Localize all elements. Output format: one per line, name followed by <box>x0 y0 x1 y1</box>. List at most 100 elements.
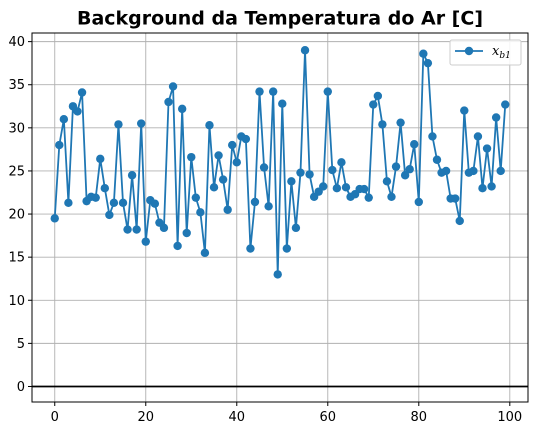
data-point <box>400 171 410 180</box>
data-point <box>369 100 378 109</box>
data-point <box>332 183 342 193</box>
data-point <box>55 140 64 150</box>
legend-label: xb1 <box>492 44 511 61</box>
data-point <box>141 237 150 246</box>
data-point <box>282 244 292 253</box>
data-point <box>450 194 460 203</box>
data-point <box>378 120 387 129</box>
data-point <box>173 241 182 251</box>
legend-label-main: x <box>492 44 500 59</box>
data-point <box>200 248 210 258</box>
data-point <box>496 166 505 176</box>
y-tick-label: 15 <box>8 251 25 266</box>
data-point <box>250 197 260 207</box>
y-tick-label: 5 <box>17 337 25 352</box>
data-point <box>259 163 269 172</box>
data-point <box>478 183 487 193</box>
data-point <box>419 49 428 58</box>
data-point <box>359 184 369 194</box>
data-point <box>305 170 314 179</box>
y-tick-label: 0 <box>17 380 25 395</box>
data-point <box>177 104 187 114</box>
data-point <box>410 140 419 149</box>
data-point <box>291 223 301 233</box>
data-point <box>455 216 464 226</box>
y-tick-label: 20 <box>8 208 25 223</box>
x-tick-label: 80 <box>411 410 428 425</box>
data-point <box>64 198 73 208</box>
data-point <box>91 193 100 202</box>
data-point <box>373 91 383 101</box>
data-point <box>182 228 191 238</box>
data-point <box>264 202 273 211</box>
axis-ticks: 0 20 40 60 80 100 0 5 10 15 20 25 30 35 40 <box>8 35 522 425</box>
data-point <box>414 197 423 207</box>
data-point <box>50 214 59 223</box>
data-point <box>205 121 214 130</box>
data-point <box>209 183 219 192</box>
data-point <box>487 182 496 191</box>
legend: xb1 <box>449 39 522 66</box>
data-point <box>482 144 492 153</box>
data-point <box>364 193 373 202</box>
y-tick-label: 30 <box>8 121 25 136</box>
data-point <box>218 175 228 184</box>
data-point <box>300 46 310 55</box>
data-point <box>196 208 205 217</box>
data-point <box>159 223 169 233</box>
grid <box>32 33 528 402</box>
x-tick-label: 0 <box>51 410 59 425</box>
legend-box <box>449 39 522 66</box>
data-point <box>341 183 351 192</box>
x-tick-label: 60 <box>320 410 337 425</box>
data-point <box>241 134 251 144</box>
data-point <box>132 225 141 234</box>
data-point <box>328 165 337 175</box>
data-point <box>432 155 442 164</box>
data-point <box>164 97 173 107</box>
data-point <box>77 88 87 97</box>
data-point <box>73 107 82 116</box>
data-point <box>423 58 433 68</box>
data-point <box>491 113 501 122</box>
data-point <box>232 158 241 167</box>
data-point <box>150 199 160 208</box>
x-tick-label: 100 <box>497 410 522 425</box>
plot-area-frame <box>31 32 529 403</box>
data-point <box>100 183 110 193</box>
data-point <box>387 192 396 202</box>
data-point <box>391 162 401 171</box>
chart-title: Background da Temperatura do Ar [C] <box>77 8 483 30</box>
legend-marker-sample <box>464 46 474 56</box>
data-point <box>268 87 278 96</box>
data-point <box>214 151 223 160</box>
data-point <box>296 168 305 177</box>
data-point <box>191 193 201 202</box>
x-tick-label: 40 <box>228 410 245 425</box>
data-point <box>273 270 282 279</box>
data-point <box>469 166 478 176</box>
y-tick-label: 10 <box>8 294 25 309</box>
data-point <box>473 132 483 141</box>
data-point <box>278 99 287 108</box>
data-point <box>127 171 137 180</box>
legend-label-subscript: b1 <box>499 51 511 61</box>
data-point <box>228 140 237 150</box>
data-point <box>168 82 178 91</box>
data-point <box>114 120 123 129</box>
data-point <box>96 154 105 164</box>
data-point <box>441 166 451 176</box>
data-point <box>137 119 146 128</box>
series-line <box>53 49 507 276</box>
data-point <box>337 158 346 167</box>
data-point <box>105 210 114 220</box>
data-point <box>382 177 392 186</box>
data-point <box>246 244 255 253</box>
data-point <box>187 152 196 162</box>
y-tick-label: 25 <box>8 164 25 179</box>
data-point <box>405 165 414 174</box>
data-point <box>255 87 264 96</box>
data-point <box>323 87 332 96</box>
data-point <box>396 118 405 127</box>
